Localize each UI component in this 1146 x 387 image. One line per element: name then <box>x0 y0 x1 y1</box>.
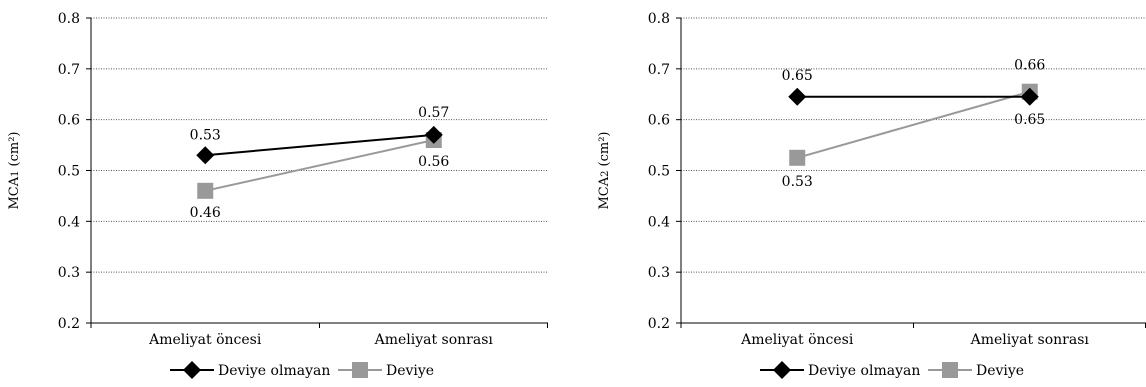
y-tick-label: 0.3 <box>58 265 80 281</box>
y-tick-label: 0.6 <box>648 113 670 129</box>
y-axis-label-main: MCA <box>7 176 22 209</box>
data-point-deviye <box>789 149 806 166</box>
y-tick-label: 0.2 <box>648 316 670 332</box>
y-tick-label: 0.8 <box>648 11 670 27</box>
legend-label: Deviye olmayan <box>808 363 920 379</box>
data-label: 0.53 <box>782 174 813 190</box>
y-tick-label: 0.6 <box>58 113 80 129</box>
data-label: 0.66 <box>1014 58 1045 74</box>
data-point-deviye-olmayan <box>196 146 215 165</box>
y-tick-label: 0.2 <box>58 316 80 332</box>
y-axis-label-unit: (cm²) <box>597 132 612 167</box>
chart-1: 0.2 0.3 0.4 0.5 0.6 0.7 0.8 Ameliyat öncesi Amel… <box>7 11 548 379</box>
data-label: 0.46 <box>190 205 221 221</box>
x-tick-label: Ameliyat öncesi <box>148 332 262 348</box>
chart-2: 0.2 0.3 0.4 0.5 0.6 0.7 0.8 Ameliyat öncesi Amel… <box>597 11 1146 379</box>
data-label: 0.53 <box>190 127 221 143</box>
y-axis-label: MCA1 (cm²) <box>7 132 22 210</box>
data-point-deviye-olmayan <box>788 87 807 106</box>
y-tick-label: 0.7 <box>58 62 80 78</box>
y-tick-label: 0.4 <box>648 214 670 230</box>
data-label: 0.65 <box>1014 112 1045 128</box>
legend-label: Deviye <box>976 363 1024 379</box>
y-axis-label: MCA2 (cm²) <box>597 132 612 210</box>
legend-label: Deviye <box>386 363 434 379</box>
data-point-deviye-olmayan <box>1020 87 1039 106</box>
data-label: 0.65 <box>782 68 813 84</box>
legend-label: Deviye olmayan <box>218 363 330 379</box>
legend-marker-diamond-icon <box>773 361 791 379</box>
series-line-deviye-olmayan <box>205 133 434 157</box>
legend-marker-square-icon <box>352 362 368 378</box>
y-axis-label-sub: 2 <box>600 170 611 176</box>
data-point-deviye-olmayan <box>424 125 443 144</box>
y-tick-label: 0.5 <box>58 164 80 180</box>
y-tick-label: 0.7 <box>648 62 670 78</box>
y-axis-label-unit: (cm²) <box>7 132 22 167</box>
y-tick-label: 0.5 <box>648 164 670 180</box>
x-tick-label: Ameliyat sonrası <box>970 332 1090 348</box>
y-axis-label-sub: 1 <box>10 170 21 176</box>
data-label: 0.57 <box>418 105 449 121</box>
data-point-deviye <box>197 182 214 199</box>
y-tick-label: 0.3 <box>648 265 670 281</box>
x-tick-label: Ameliyat sonrası <box>374 332 494 348</box>
legend-marker-diamond-icon <box>183 361 201 379</box>
y-tick-label: 0.8 <box>58 11 80 27</box>
legend-marker-square-icon <box>942 362 958 378</box>
y-axis-label-main: MCA <box>597 176 612 209</box>
series-line-deviye <box>205 139 434 192</box>
series-line-deviye <box>796 90 1031 159</box>
data-label: 0.56 <box>418 154 449 170</box>
y-tick-label: 0.4 <box>58 214 80 230</box>
x-tick-label: Ameliyat öncesi <box>740 332 854 348</box>
